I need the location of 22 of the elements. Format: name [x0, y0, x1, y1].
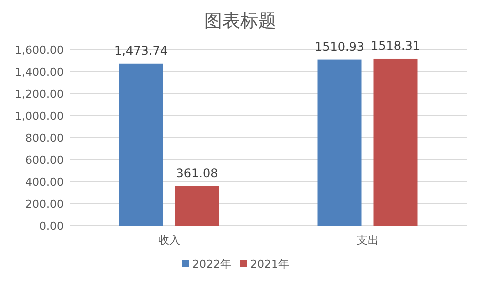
- y-tick-label: 600.00: [26, 154, 64, 167]
- data-label: 1,473.74: [114, 44, 168, 58]
- legend-label: 2022年: [192, 258, 232, 271]
- data-label: 1518.31: [370, 38, 421, 53]
- y-tick-label: 200.00: [26, 198, 64, 211]
- x-tick-label: 支出: [356, 234, 379, 247]
- y-tick-label: 1,400.00: [15, 66, 64, 79]
- chart-title: 图表标题: [204, 11, 276, 32]
- y-tick-label: 1,600.00: [15, 44, 64, 57]
- x-tick-label: 收入: [158, 234, 180, 247]
- y-tick-label: 1,200.00: [15, 88, 64, 101]
- legend-label: 2021年: [250, 258, 290, 271]
- y-tick-label: 800.00: [26, 132, 64, 145]
- data-label: 1510.93: [314, 40, 365, 54]
- bar: [374, 58, 418, 226]
- data-label: 361.08: [176, 166, 218, 180]
- y-tick-label: 400.00: [26, 176, 64, 189]
- y-tick-label: 1,000.00: [15, 110, 64, 123]
- bar: [318, 60, 362, 226]
- y-tick-label: 0.00: [40, 220, 64, 233]
- bar: [119, 64, 164, 226]
- bar: [175, 186, 220, 226]
